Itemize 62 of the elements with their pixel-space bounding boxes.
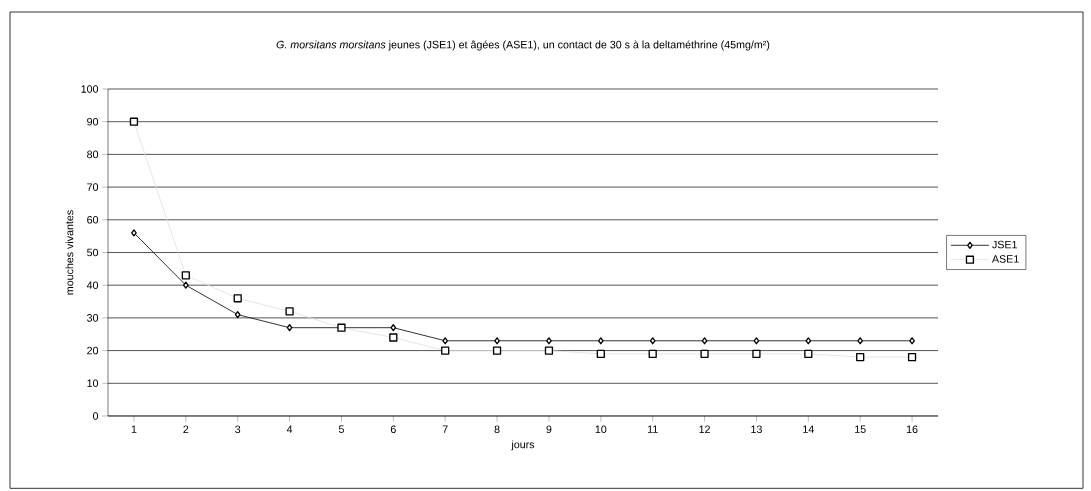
point <box>909 337 915 345</box>
point <box>546 337 552 345</box>
point <box>701 337 708 345</box>
y-tick-label: 60 <box>87 216 99 224</box>
y-tick-label: 20 <box>87 346 99 355</box>
x-tick-label: 8 <box>494 425 500 434</box>
x-tick-label: 9 <box>546 425 552 434</box>
point <box>752 349 761 358</box>
point <box>286 324 293 332</box>
y-tick-label: 50 <box>87 248 99 257</box>
point <box>181 271 190 280</box>
x-tick-label: 15 <box>855 425 866 433</box>
x-tick-label: 4 <box>286 425 293 433</box>
point <box>131 229 137 237</box>
point <box>234 311 241 319</box>
point <box>597 337 604 345</box>
x-tick-label: 14 <box>803 425 814 433</box>
y-tick-label: 40 <box>86 281 99 289</box>
y-tick-label: 80 <box>87 150 99 159</box>
point <box>648 349 657 358</box>
point <box>389 333 398 342</box>
x-tick-label: 11 <box>647 425 658 433</box>
x-tick-label: 3 <box>235 425 241 434</box>
point <box>441 346 450 355</box>
point <box>805 337 812 345</box>
point <box>804 349 813 358</box>
y-tick-label: 10 <box>87 379 99 388</box>
point <box>442 337 449 345</box>
y-tick-label: 100 <box>81 85 99 93</box>
x-tick-label: 2 <box>183 425 189 433</box>
point <box>856 352 865 362</box>
y-axis-title: mouches vivantes <box>65 210 74 295</box>
point <box>129 117 139 126</box>
legend-label: ASE1 <box>991 255 1019 263</box>
point <box>596 349 605 358</box>
x-tick-label: 5 <box>338 425 344 433</box>
y-tick-label: 70 <box>87 183 99 191</box>
point <box>492 346 502 355</box>
point <box>233 294 242 303</box>
y-tick-label: 30 <box>87 314 99 322</box>
x-tick-label: 16 <box>906 425 918 434</box>
point <box>494 337 500 345</box>
point <box>182 281 189 289</box>
point <box>285 307 294 316</box>
point <box>907 352 917 362</box>
chart-title: G. morsitans morsitans jeunes (JSE1) et âgées (ASE1), un contact de 30 s à la deltaméthrine (45mg/m²) <box>276 40 770 51</box>
x-axis-title: jours <box>511 440 535 451</box>
point <box>649 337 656 345</box>
x-tick-label: 6 <box>390 425 396 434</box>
point <box>544 346 554 355</box>
x-tick-label: 7 <box>442 425 448 433</box>
y-tick-label: 0 <box>92 412 99 420</box>
x-tick-label: 12 <box>699 425 710 433</box>
point <box>753 337 760 345</box>
point <box>700 349 709 358</box>
point <box>390 324 397 332</box>
x-tick-label: 1 <box>131 425 137 433</box>
x-tick-label: 13 <box>751 425 762 434</box>
x-tick-label: 10 <box>595 425 607 434</box>
y-tick-label: 90 <box>87 117 99 126</box>
point <box>857 337 864 345</box>
legend-label: JSE1 <box>992 240 1017 249</box>
